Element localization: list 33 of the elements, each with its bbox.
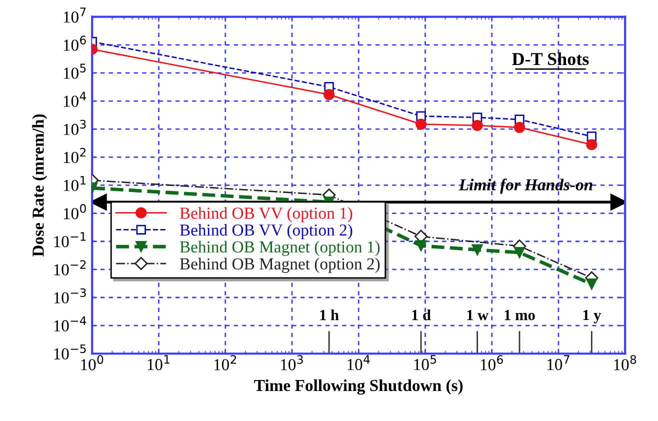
x-tick-label: 10$^{8}$ xyxy=(614,355,636,370)
y-tick-label: 10$^{−4}$ xyxy=(54,316,86,332)
ref-line-label: 1 mo xyxy=(504,310,535,320)
legend-label: Behind OB Magnet (option 2) xyxy=(180,258,380,273)
x-tick-label: 10$^{7}$ xyxy=(548,355,570,370)
x-tick-label: 10$^{5}$ xyxy=(414,355,436,370)
x-tick-label: 10$^{3}$ xyxy=(281,355,303,370)
ref-line-label: 1 h xyxy=(320,309,339,320)
legend-label: Behind OB VV (option 1) xyxy=(180,207,352,222)
y-tick-label: 10$^{−1}$ xyxy=(54,232,86,248)
y-axis-title: Dose Rate (mrem/h) xyxy=(32,114,48,257)
x-tick-label: 10$^{4}$ xyxy=(348,355,370,370)
y-tick-label: 10$^{0}$ xyxy=(64,204,86,220)
x-tick-label: 10$^{6}$ xyxy=(480,355,503,370)
x-tick-label: 10$^{2}$ xyxy=(214,355,236,370)
y-tick-label: 10$^{−3}$ xyxy=(54,288,86,304)
y-tick-label: 10$^{3}$ xyxy=(64,120,86,136)
ref-line-label: 1 d xyxy=(412,309,431,320)
annotation: D-T Shots xyxy=(512,52,589,66)
y-tick-label: 10$^{6}$ xyxy=(64,36,86,51)
ref-line-label: Limit for Hands-on xyxy=(458,178,592,194)
legend-label: Behind OB VV (option 2) xyxy=(180,224,352,240)
y-tick-label: 10$^{2}$ xyxy=(64,148,86,164)
ref-line-label: 1 w xyxy=(467,310,488,320)
ref-line-label: 1 y xyxy=(583,310,602,324)
y-tick-label: 10$^{5}$ xyxy=(64,64,86,79)
legend-label: Behind OB Magnet (option 1) xyxy=(180,240,380,256)
y-tick-label: 10$^{1}$ xyxy=(64,176,86,192)
x-tick-label: 10$^{1}$ xyxy=(148,355,170,370)
y-tick-label: 10$^{7}$ xyxy=(64,8,86,23)
x-axis-title: Time Following Shutdown (s) xyxy=(254,379,463,395)
y-tick-label: 10$^{−2}$ xyxy=(54,260,86,276)
y-tick-label: 10$^{4}$ xyxy=(64,92,86,107)
